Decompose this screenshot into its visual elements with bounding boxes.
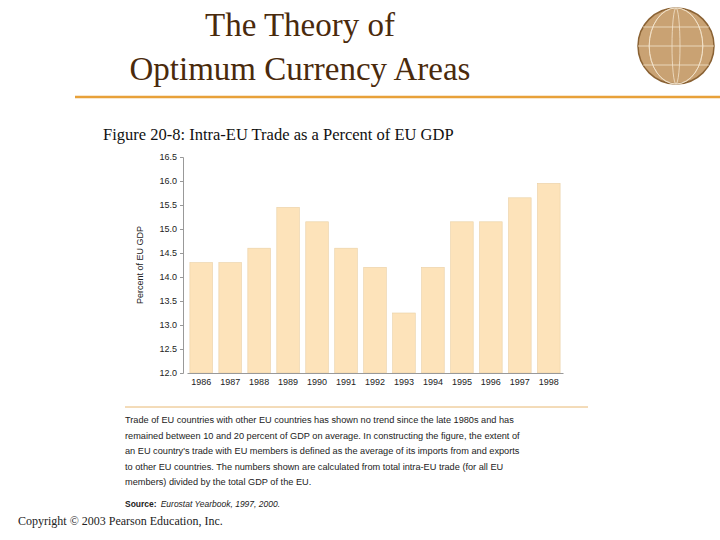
y-tick-mark	[180, 277, 183, 278]
y-tick: 15.5	[159, 200, 183, 210]
x-tick: 1993	[394, 373, 414, 387]
bar	[393, 313, 416, 373]
slide-title: Optimum Currency Areas	[130, 51, 471, 87]
y-tick: 12.5	[159, 344, 183, 354]
x-tick: 1989	[278, 373, 298, 387]
y-tick: 13.5	[159, 296, 183, 306]
bar	[335, 248, 358, 373]
globe-parallel	[643, 27, 709, 28]
y-tick-mark	[180, 349, 183, 350]
y-tick: 13.0	[159, 320, 183, 330]
x-tick-label: 1989	[278, 377, 298, 387]
bar	[422, 267, 445, 373]
x-tick-label: 1988	[249, 377, 269, 387]
y-tick-label: 15.5	[159, 200, 177, 210]
x-tick: 1991	[336, 373, 356, 387]
x-tick: 1988	[249, 373, 269, 387]
y-tick: 12.0	[159, 368, 183, 378]
x-tick: 1998	[539, 373, 559, 387]
x-tick-label: 1996	[481, 377, 501, 387]
x-tick-label: 1998	[539, 377, 559, 387]
bar	[364, 267, 387, 373]
y-tick-label: 15.0	[159, 224, 177, 234]
y-tick-label: 13.0	[159, 320, 177, 330]
caption-line: to other EU countries. The numbers shown…	[125, 462, 503, 472]
y-axis-line	[180, 158, 184, 374]
bars	[190, 183, 560, 373]
y-tick-mark	[180, 253, 183, 254]
bar	[219, 263, 242, 373]
x-tick: 1992	[365, 373, 385, 387]
y-tick-mark	[180, 301, 183, 302]
x-tick-label: 1991	[336, 377, 356, 387]
y-tick: 16.5	[159, 152, 183, 162]
caption-rule	[125, 407, 588, 408]
y-tick: 14.5	[159, 248, 183, 258]
y-tick-label: 14.5	[159, 248, 177, 258]
y-tick-label: 14.0	[159, 272, 177, 282]
y-tick: 16.0	[159, 176, 183, 186]
y-tick: 14.0	[159, 272, 183, 282]
x-tick-label: 1987	[220, 377, 240, 387]
y-axis-title: Percent of EU GDP	[135, 226, 145, 304]
x-tick-label: 1990	[307, 377, 327, 387]
source: Source: Eurostat Yearbook, 1997, 2000.	[125, 499, 280, 509]
globe-logo	[638, 8, 714, 84]
y-tick-label: 16.0	[159, 176, 177, 186]
y-tick-label: 16.5	[159, 152, 177, 162]
globe-parallel	[638, 46, 714, 47]
x-tick: 1995	[452, 373, 472, 387]
caption-line: members) divided by the total GDP of the…	[125, 477, 311, 487]
x-tick-label: 1994	[423, 377, 443, 387]
source-label: Source:	[125, 499, 157, 509]
globe	[638, 8, 714, 84]
bar	[451, 222, 474, 373]
y-tick-label: 12.5	[159, 344, 177, 354]
slide: The Theory of Optimum Currency Areas Figur…	[0, 0, 720, 540]
bar	[480, 222, 503, 373]
slide-title: The Theory of	[205, 7, 395, 43]
x-tick-label: 1995	[452, 377, 472, 387]
y-axis: 12.0 12.5 13.0 13.5 14.0 14.5 15.0 15.5 16.0 16.5	[159, 152, 183, 378]
x-tick-label: 1997	[510, 377, 530, 387]
chart-title: Figure 20-8: Intra-EU Trade as a Percent…	[103, 125, 454, 144]
y-tick-mark	[180, 325, 183, 326]
x-tick: 1994	[423, 373, 443, 387]
x-tick: 1986	[191, 373, 211, 387]
y-tick-mark	[180, 373, 183, 374]
y-tick-label: 12.0	[159, 368, 177, 378]
bar	[248, 248, 271, 373]
y-tick-mark	[180, 181, 183, 182]
globe-parallel	[643, 65, 709, 66]
bar	[190, 263, 213, 373]
bar	[306, 222, 329, 373]
x-tick: 1987	[220, 373, 240, 387]
x-tick-label: 1986	[191, 377, 211, 387]
bar	[538, 183, 561, 373]
y-tick-label: 13.5	[159, 296, 177, 306]
y-tick-mark	[180, 205, 183, 206]
source-text: Eurostat Yearbook, 1997, 2000.	[161, 499, 280, 509]
title-rule	[75, 96, 720, 99]
x-tick: 1990	[307, 373, 327, 387]
x-tick: 1997	[510, 373, 530, 387]
bar	[277, 207, 300, 373]
y-tick-mark	[180, 229, 183, 230]
y-tick-mark	[180, 157, 183, 158]
bar	[509, 198, 532, 373]
x-tick-label: 1993	[394, 377, 414, 387]
copyright: Copyright © 2003 Pearson Education, Inc.	[18, 514, 223, 528]
x-axis: 1986 1987 1988 1989 1990 1991 1992 1993 1994 1995…	[188, 373, 564, 387]
caption-line: Trade of EU countries with other EU coun…	[125, 415, 514, 425]
y-tick: 15.0	[159, 224, 183, 234]
x-tick-label: 1992	[365, 377, 385, 387]
x-tick: 1996	[481, 373, 501, 387]
caption-line: an EU country's trade with EU members is…	[125, 446, 520, 456]
caption-line: remained between 10 and 20 percent of GD…	[125, 431, 520, 441]
x-axis-line	[188, 373, 564, 374]
